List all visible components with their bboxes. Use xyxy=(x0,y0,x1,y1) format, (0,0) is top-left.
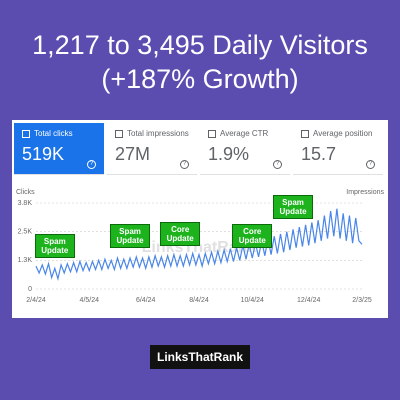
card-label: Total impressions xyxy=(127,129,189,138)
card-label-row: Total clicks xyxy=(22,129,96,138)
x-tick-label: 2/3/25 xyxy=(352,297,372,304)
y-axis-label: Clicks xyxy=(16,189,35,196)
checkbox xyxy=(22,129,30,138)
help-icon: ? xyxy=(87,160,96,169)
help-icon: ? xyxy=(366,160,375,169)
y-tick-label: 2.5K xyxy=(18,229,33,236)
card-label: Total clicks xyxy=(34,129,73,138)
x-tick-label: 12/4/24 xyxy=(297,297,320,304)
line-series xyxy=(35,208,363,282)
y-tick-label: 0 xyxy=(28,286,32,293)
y-tick-label: 1.3K xyxy=(18,257,33,264)
card-label-row: Total impressions xyxy=(115,129,189,138)
card-label: Average CTR xyxy=(220,129,269,138)
help-icon: ? xyxy=(180,160,189,169)
metric-card: Average CTR 1.9%? xyxy=(200,123,290,175)
annotation: Core Update xyxy=(160,221,201,246)
logo: LinksThatRank xyxy=(150,345,250,369)
card-value: 519K xyxy=(22,144,65,164)
checkbox xyxy=(115,129,123,138)
annotation: Spam Update xyxy=(273,195,314,220)
metric-card: Total impressions 27M? xyxy=(107,123,197,175)
annotation: Core Update xyxy=(232,224,273,249)
checkbox xyxy=(208,129,216,138)
metric-card: Total clicks 519K? xyxy=(14,123,104,175)
panel: Total clicks 519K? Total impressions 27M? Av… xyxy=(12,120,388,318)
annotation: Spam Update xyxy=(110,224,151,249)
metric-card: Average position 15.7? xyxy=(293,123,383,175)
x-tick-label: 8/4/24 xyxy=(189,297,209,304)
x-tick-label: 2/4/24 xyxy=(26,297,46,304)
y-tick-label: 3.8K xyxy=(18,200,33,207)
x-tick-label: 6/4/24 xyxy=(136,297,156,304)
x-tick-label: 10/4/24 xyxy=(241,297,264,304)
card-label-row: Average position xyxy=(301,129,375,138)
annotation: Spam Update xyxy=(34,234,75,259)
card-label-row: Average CTR xyxy=(208,129,282,138)
card-value: 27M xyxy=(115,144,151,164)
card-label: Average position xyxy=(313,129,373,138)
help-icon: ? xyxy=(273,160,282,169)
card-value: 1.9% xyxy=(208,144,250,164)
checkbox xyxy=(301,129,309,138)
x-tick-label: 4/5/24 xyxy=(80,297,100,304)
y2-axis-label: Impressions xyxy=(346,189,384,196)
chart: Clicks ImpressionsLinksThatRank01.3K2.5K3… xyxy=(16,189,385,304)
title: 1,217 to 3,495 Daily Visitors (+187% Gro… xyxy=(32,30,368,94)
card-value: 15.7 xyxy=(301,144,337,164)
